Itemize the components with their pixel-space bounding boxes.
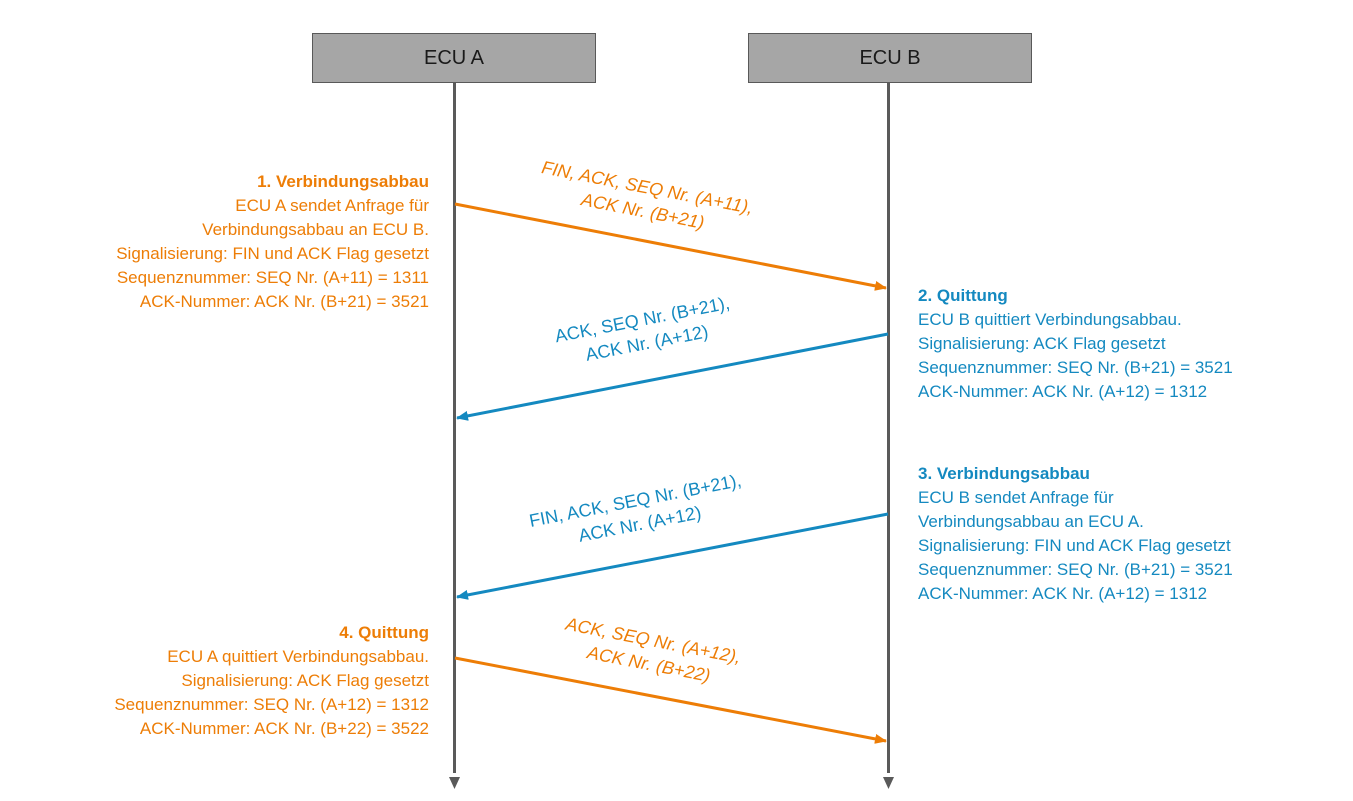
step-1-description: 1. Verbindungsabbau ECU A sendet Anfrage…	[116, 170, 429, 314]
step-4-line: Signalisierung: ACK Flag gesetzt	[181, 671, 429, 690]
step-1-line: Sequenznummer: SEQ Nr. (A+11) = 1311	[116, 268, 429, 287]
step-4-description: 4. Quittung ECU A quittiert Verbindungsa…	[114, 621, 429, 741]
step-3-line: ACK-Nummer: ACK Nr. (A+12) = 1312	[918, 584, 1208, 603]
message-2-arrow	[456, 332, 889, 421]
step-1-title: 1. Verbindungsabbau	[257, 172, 429, 191]
step-2-line: Signalisierung: ACK Flag gesetzt	[918, 334, 1166, 353]
ecu-b-lifeline	[887, 83, 890, 773]
ecu-b-box: ECU B	[748, 33, 1032, 83]
ecu-a-lifeline	[453, 83, 456, 773]
step-2-line: Sequenznummer: SEQ Nr. (B+21) = 3521	[918, 358, 1233, 377]
step-4-title: 4. Quittung	[339, 623, 429, 642]
step-1-line: ACK-Nummer: ACK Nr. (B+21) = 3521	[139, 292, 429, 311]
step-2-description: 2. Quittung ECU B quittiert Verbindungsa…	[918, 284, 1233, 404]
step-3-line: Sequenznummer: SEQ Nr. (B+21) = 3521	[918, 560, 1233, 579]
step-2-title: 2. Quittung	[918, 286, 1008, 305]
step-1-line: Signalisierung: FIN und ACK Flag gesetzt	[116, 244, 429, 263]
ecu-a-lifeline-arrowhead	[449, 777, 460, 789]
message-1-arrow	[454, 202, 887, 291]
ecu-b-lifeline-arrowhead	[883, 777, 894, 789]
step-4-line: Sequenznummer: SEQ Nr. (A+12) = 1312	[114, 695, 429, 714]
step-1-line: Verbindungsabbau an ECU B.	[202, 220, 429, 239]
step-2-line: ECU B quittiert Verbindungsabbau.	[918, 310, 1182, 329]
message-3-arrow	[456, 512, 889, 600]
step-4-line: ACK-Nummer: ACK Nr. (B+22) = 3522	[139, 719, 429, 738]
step-4-line: ECU A quittiert Verbindungsabbau.	[167, 647, 429, 666]
step-3-line: ECU B sendet Anfrage für	[918, 488, 1114, 507]
message-4-arrow	[454, 656, 887, 744]
step-3-line: Verbindungsabbau an ECU A.	[918, 512, 1144, 531]
step-3-line: Signalisierung: FIN und ACK Flag gesetzt	[918, 536, 1231, 555]
step-1-line: ECU A sendet Anfrage für	[235, 196, 429, 215]
step-3-description: 3. Verbindungsabbau ECU B sendet Anfrage…	[918, 462, 1233, 606]
ecu-a-label: ECU A	[423, 46, 485, 69]
ecu-a-box: ECU A	[312, 33, 596, 83]
step-3-title: 3. Verbindungsabbau	[918, 464, 1090, 483]
step-2-line: ACK-Nummer: ACK Nr. (A+12) = 1312	[918, 382, 1208, 401]
ecu-b-label: ECU B	[859, 46, 921, 69]
